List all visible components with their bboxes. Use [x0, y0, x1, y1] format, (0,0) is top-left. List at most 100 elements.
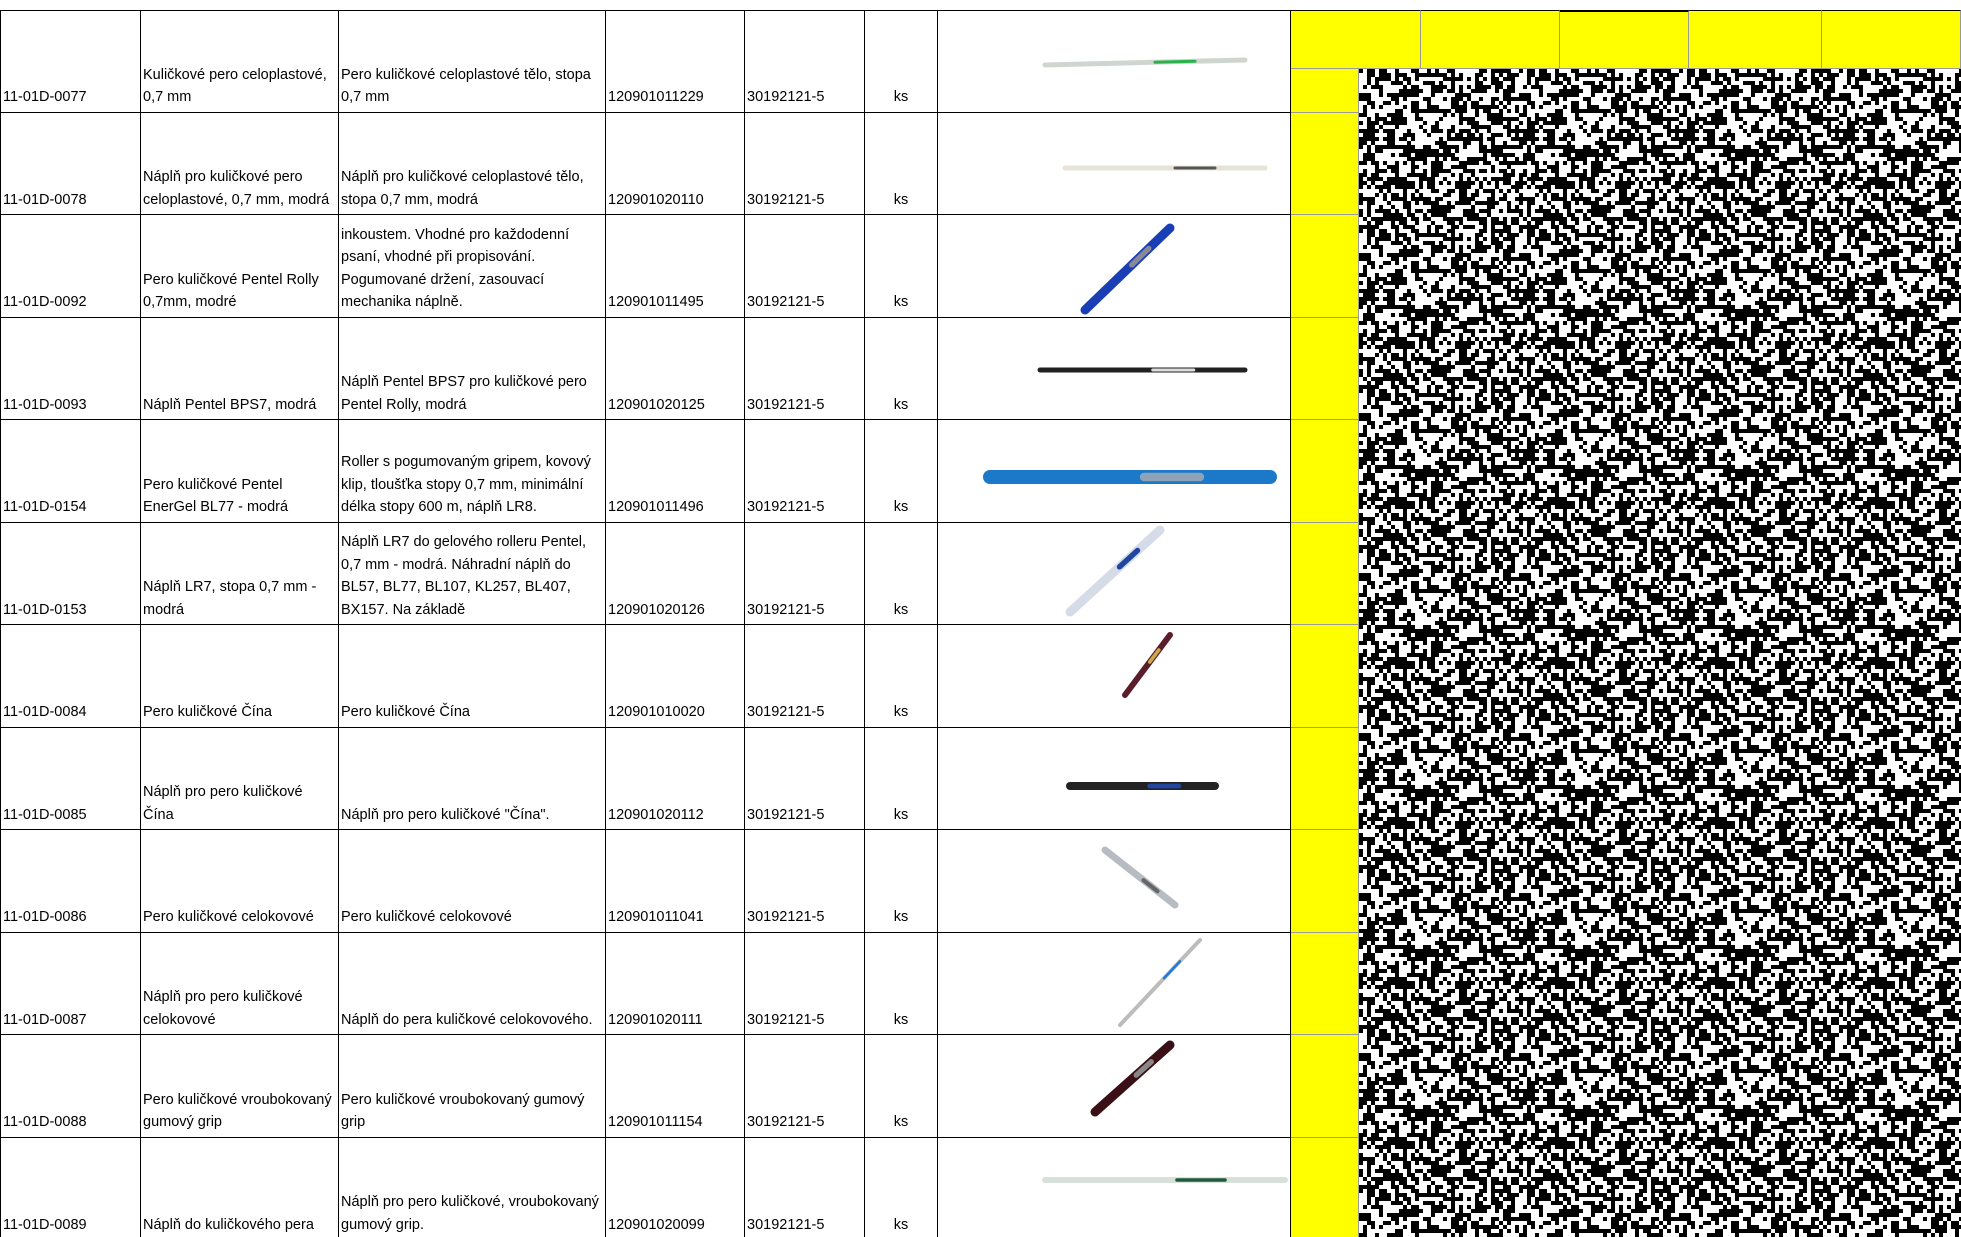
cell-text: 11-01D-0084 — [3, 704, 87, 720]
cell-text: ks — [893, 601, 909, 618]
description-cell: Náplň pro pero kuličkové "Čína". — [339, 727, 606, 830]
cell-text: 11-01D-0077 — [3, 89, 87, 105]
description-cell: Náplň pro kuličkové celoplastové tělo, s… — [339, 112, 606, 215]
cpv-cell: 30192121-5 — [745, 10, 865, 113]
description-cell: Pero kuličkové celokovové — [339, 830, 606, 933]
image-cell — [938, 215, 1291, 318]
cell-text: 11-01D-0153 — [3, 601, 87, 618]
cell-text: 120901020110 — [608, 191, 704, 208]
cell-text: 120901020126 — [608, 601, 705, 618]
highlight-cell — [1291, 215, 1359, 318]
cell-text: ks — [893, 191, 909, 208]
description-cell: Roller s pogumovaným gripem, kovový klip… — [339, 420, 606, 523]
cell-text: Náplň pro kuličkové pero celoplastové, 0… — [143, 169, 330, 208]
cell-text: Náplň Pentel BPS7, modrá — [143, 396, 317, 413]
description-cell: inkoustem. Vhodné pro každodenní psaní, … — [339, 215, 606, 318]
image-cell — [938, 830, 1291, 933]
cell-text: 120901011495 — [608, 294, 704, 310]
description-cell: Pero kuličkové vroubokovaný gumový grip — [339, 1035, 606, 1138]
cell-text: 120901011496 — [608, 499, 704, 515]
image-cell — [938, 625, 1291, 728]
cpv-cell: 30192121-5 — [745, 830, 865, 933]
cell-text: 120901020112 — [608, 806, 704, 823]
code-cell: 11-01D-0085 — [0, 727, 141, 830]
cell-text: 120901020125 — [608, 396, 705, 413]
image-cell — [938, 1035, 1291, 1138]
code-cell: 11-01D-0087 — [0, 932, 141, 1035]
cell-text: 30192121-5 — [747, 806, 825, 823]
unit-cell: ks — [865, 215, 938, 318]
image-cell — [938, 727, 1291, 830]
cpv-cell: 30192121-5 — [745, 317, 865, 420]
header-cell — [1822, 10, 1961, 69]
cell-text: 120901010020 — [608, 704, 705, 720]
cell-text: 120901011041 — [608, 909, 704, 925]
name-cell: Náplň LR7, stopa 0,7 mm - modrá — [141, 522, 339, 625]
cpv-cell: 30192121-5 — [745, 215, 865, 318]
code-cell: 11-01D-0093 — [0, 317, 141, 420]
description-cell: Pero kuličkové Čína — [339, 625, 606, 728]
cell-text: 30192121-5 — [747, 294, 825, 310]
cell-text: Pero kuličkové Pentel Rolly 0,7mm, modré — [143, 271, 319, 311]
cell-text: 11-01D-0085 — [3, 806, 87, 823]
cell-text: 120901020099 — [608, 1216, 705, 1233]
cell-text: 30192121-5 — [747, 909, 825, 925]
cell-text: ks — [893, 909, 909, 925]
cell-text: 11-01D-0088 — [3, 1114, 87, 1130]
cell-text: Náplň pro pero kuličkové celokovové — [143, 989, 303, 1028]
cell-text: ks — [893, 89, 909, 105]
number-cell: 120901020126 — [606, 522, 745, 625]
name-cell: Pero kuličkové Pentel Rolly 0,7mm, modré — [141, 215, 339, 318]
unit-cell: ks — [865, 932, 938, 1035]
code-cell: 11-01D-0089 — [0, 1137, 141, 1237]
highlight-cell — [1291, 1137, 1359, 1237]
unit-cell: ks — [865, 317, 938, 420]
cell-text: ks — [893, 704, 909, 720]
header-cell — [1560, 10, 1689, 69]
name-cell: Náplň Pentel BPS7, modrá — [141, 317, 339, 420]
description-cell: Náplň LR7 do gelového rolleru Pentel, 0,… — [339, 522, 606, 625]
cell-text: ks — [893, 396, 909, 413]
cell-text: 30192121-5 — [747, 704, 825, 720]
cell-text: Pero kuličkové celokovové — [341, 909, 512, 925]
cell-text: 30192121-5 — [747, 191, 825, 208]
highlight-cell — [1291, 522, 1359, 625]
name-cell: Náplň pro pero kuličkové Čína — [141, 727, 339, 830]
cpv-cell: 30192121-5 — [745, 1137, 865, 1237]
highlight-cell — [1291, 1035, 1359, 1138]
cell-text: ks — [893, 1216, 909, 1233]
unit-cell: ks — [865, 1137, 938, 1237]
number-cell: 120901020112 — [606, 727, 745, 830]
cell-text: Pero kuličkové Čína — [143, 704, 272, 720]
cpv-cell: 30192121-5 — [745, 727, 865, 830]
cell-text: Náplň do pera kuličkové celokovového. — [341, 1011, 593, 1028]
code-cell: 11-01D-0086 — [0, 830, 141, 933]
cell-text: 30192121-5 — [747, 1114, 825, 1130]
highlight-cell — [1291, 317, 1359, 420]
image-cell — [938, 1137, 1291, 1237]
cell-text: 11-01D-0092 — [3, 294, 87, 310]
cell-text: 30192121-5 — [747, 396, 825, 413]
cell-text: Náplň pro pero kuličkové "Čína". — [341, 806, 550, 823]
name-cell: Náplň pro kuličkové pero celoplastové, 0… — [141, 112, 339, 215]
cpv-cell: 30192121-5 — [745, 1035, 865, 1138]
number-cell: 120901011495 — [606, 215, 745, 318]
cell-text: 11-01D-0089 — [3, 1216, 87, 1233]
cell-text: ks — [893, 806, 909, 823]
unit-cell: ks — [865, 522, 938, 625]
highlight-cell — [1291, 625, 1359, 728]
cell-text: Kuličkové pero celoplastové, 0,7 mm — [143, 66, 327, 106]
description-cell: Pero kuličkové celoplastové tělo, stopa … — [339, 10, 606, 113]
code-cell: 11-01D-0154 — [0, 420, 141, 523]
name-cell: Kuličkové pero celoplastové, 0,7 mm — [141, 10, 339, 113]
cell-text: 11-01D-0087 — [3, 1011, 87, 1028]
image-cell — [938, 420, 1291, 523]
unit-cell: ks — [865, 727, 938, 830]
cpv-cell: 30192121-5 — [745, 522, 865, 625]
name-cell: Pero kuličkové Pentel EnerGel BL77 - mod… — [141, 420, 339, 523]
description-cell: Náplň do pera kuličkové celokovového. — [339, 932, 606, 1035]
image-cell — [938, 112, 1291, 215]
unit-cell: ks — [865, 112, 938, 215]
image-cell — [938, 10, 1291, 113]
highlight-cell — [1291, 112, 1359, 215]
